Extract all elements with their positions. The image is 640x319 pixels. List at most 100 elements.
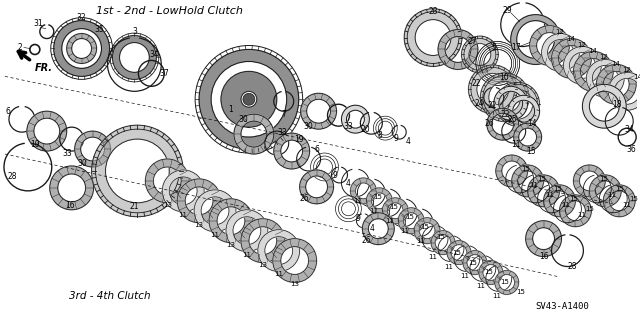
Text: 11: 11 bbox=[577, 212, 586, 218]
Text: 15: 15 bbox=[516, 289, 525, 295]
Text: 16: 16 bbox=[65, 201, 74, 210]
Text: 11: 11 bbox=[511, 140, 520, 149]
Text: 11: 11 bbox=[476, 284, 485, 289]
Text: 19: 19 bbox=[30, 140, 40, 149]
Text: 24: 24 bbox=[474, 99, 484, 108]
Text: 15: 15 bbox=[500, 279, 509, 286]
Text: 11: 11 bbox=[445, 263, 454, 270]
Text: 28: 28 bbox=[568, 262, 577, 271]
Text: 9: 9 bbox=[356, 214, 361, 223]
Text: 13: 13 bbox=[163, 202, 172, 208]
Text: 26: 26 bbox=[484, 119, 493, 128]
Text: 11: 11 bbox=[429, 254, 438, 260]
Text: 13: 13 bbox=[259, 262, 268, 268]
Text: 15: 15 bbox=[521, 166, 530, 172]
Text: 35: 35 bbox=[95, 25, 104, 34]
Text: 16: 16 bbox=[539, 252, 548, 261]
Text: 15: 15 bbox=[628, 196, 637, 202]
Text: 13: 13 bbox=[290, 281, 299, 287]
Text: 14: 14 bbox=[527, 119, 536, 128]
Text: 2: 2 bbox=[17, 43, 22, 52]
Text: 33: 33 bbox=[278, 128, 287, 137]
Text: 25: 25 bbox=[508, 115, 518, 124]
Text: 11: 11 bbox=[545, 192, 554, 198]
Text: 17: 17 bbox=[511, 43, 520, 52]
Text: 11: 11 bbox=[561, 202, 570, 208]
Text: 1st - 2nd - LowHold Clutch: 1st - 2nd - LowHold Clutch bbox=[96, 6, 243, 16]
Text: 4: 4 bbox=[346, 179, 351, 189]
Text: 11: 11 bbox=[385, 218, 394, 224]
Text: 11: 11 bbox=[607, 192, 616, 198]
Text: 12: 12 bbox=[577, 41, 586, 48]
Circle shape bbox=[243, 93, 255, 105]
Text: 27: 27 bbox=[467, 37, 477, 46]
Text: 32: 32 bbox=[77, 13, 86, 22]
Text: 15: 15 bbox=[404, 214, 413, 220]
Text: 11: 11 bbox=[460, 273, 469, 279]
Text: 13: 13 bbox=[195, 222, 204, 228]
Text: 11: 11 bbox=[417, 238, 426, 244]
Text: 15: 15 bbox=[585, 206, 594, 212]
Text: 15: 15 bbox=[389, 204, 397, 210]
Text: 11: 11 bbox=[492, 293, 501, 300]
Text: 9: 9 bbox=[332, 171, 337, 181]
Text: 8: 8 bbox=[378, 130, 383, 140]
Text: FR.: FR. bbox=[35, 63, 53, 73]
Text: 22: 22 bbox=[501, 110, 511, 119]
Text: 15: 15 bbox=[615, 186, 623, 192]
Text: 14: 14 bbox=[611, 62, 620, 67]
Text: 18: 18 bbox=[612, 100, 622, 109]
Text: 30: 30 bbox=[77, 160, 88, 168]
Text: 6: 6 bbox=[6, 107, 10, 116]
Text: 30: 30 bbox=[238, 115, 248, 124]
Text: 31: 31 bbox=[33, 19, 43, 28]
Text: 15: 15 bbox=[420, 224, 429, 230]
Text: 33: 33 bbox=[63, 149, 72, 158]
Text: 12: 12 bbox=[555, 29, 564, 34]
Text: 9: 9 bbox=[394, 134, 399, 143]
Text: 4: 4 bbox=[406, 137, 411, 145]
Text: 10: 10 bbox=[499, 73, 509, 82]
Text: 15: 15 bbox=[452, 249, 461, 256]
Text: 21: 21 bbox=[130, 202, 139, 211]
Text: 11: 11 bbox=[623, 202, 632, 208]
Text: 26: 26 bbox=[362, 236, 371, 245]
Text: 29: 29 bbox=[503, 6, 513, 15]
Text: 11: 11 bbox=[353, 198, 362, 204]
Text: 11: 11 bbox=[369, 208, 378, 214]
Text: 34: 34 bbox=[625, 125, 634, 134]
Text: 6: 6 bbox=[314, 145, 319, 153]
Text: 30: 30 bbox=[304, 122, 314, 131]
Text: 37: 37 bbox=[159, 69, 169, 78]
Text: 12: 12 bbox=[599, 55, 608, 61]
Text: 22: 22 bbox=[487, 101, 497, 110]
Text: 5: 5 bbox=[492, 43, 496, 52]
Text: 11: 11 bbox=[243, 252, 252, 257]
Text: 15: 15 bbox=[537, 176, 546, 182]
Text: 11: 11 bbox=[275, 271, 284, 278]
Text: 7: 7 bbox=[282, 110, 286, 119]
Text: 11: 11 bbox=[211, 232, 220, 238]
Text: 34: 34 bbox=[149, 50, 159, 59]
Text: 13: 13 bbox=[227, 241, 236, 248]
Text: 15: 15 bbox=[373, 194, 381, 200]
Text: 11: 11 bbox=[179, 212, 188, 218]
Text: 28: 28 bbox=[7, 173, 17, 182]
Text: 15: 15 bbox=[468, 260, 477, 265]
Text: 14: 14 bbox=[633, 74, 640, 80]
Text: 3rd - 4th Clutch: 3rd - 4th Clutch bbox=[68, 291, 150, 301]
Text: 15: 15 bbox=[569, 196, 578, 202]
Text: 15: 15 bbox=[526, 146, 536, 156]
Text: 33: 33 bbox=[344, 122, 353, 131]
Text: 11: 11 bbox=[529, 182, 538, 188]
Text: 14: 14 bbox=[566, 35, 575, 41]
Text: 36: 36 bbox=[627, 145, 636, 153]
Text: 19: 19 bbox=[294, 135, 303, 144]
Text: 12: 12 bbox=[622, 67, 630, 73]
Text: 4: 4 bbox=[370, 224, 375, 233]
Text: 11: 11 bbox=[401, 228, 410, 234]
Text: 23: 23 bbox=[428, 7, 438, 16]
Text: 22: 22 bbox=[471, 79, 481, 88]
Text: SV43-A1400: SV43-A1400 bbox=[536, 302, 589, 311]
Text: 15: 15 bbox=[436, 234, 445, 240]
